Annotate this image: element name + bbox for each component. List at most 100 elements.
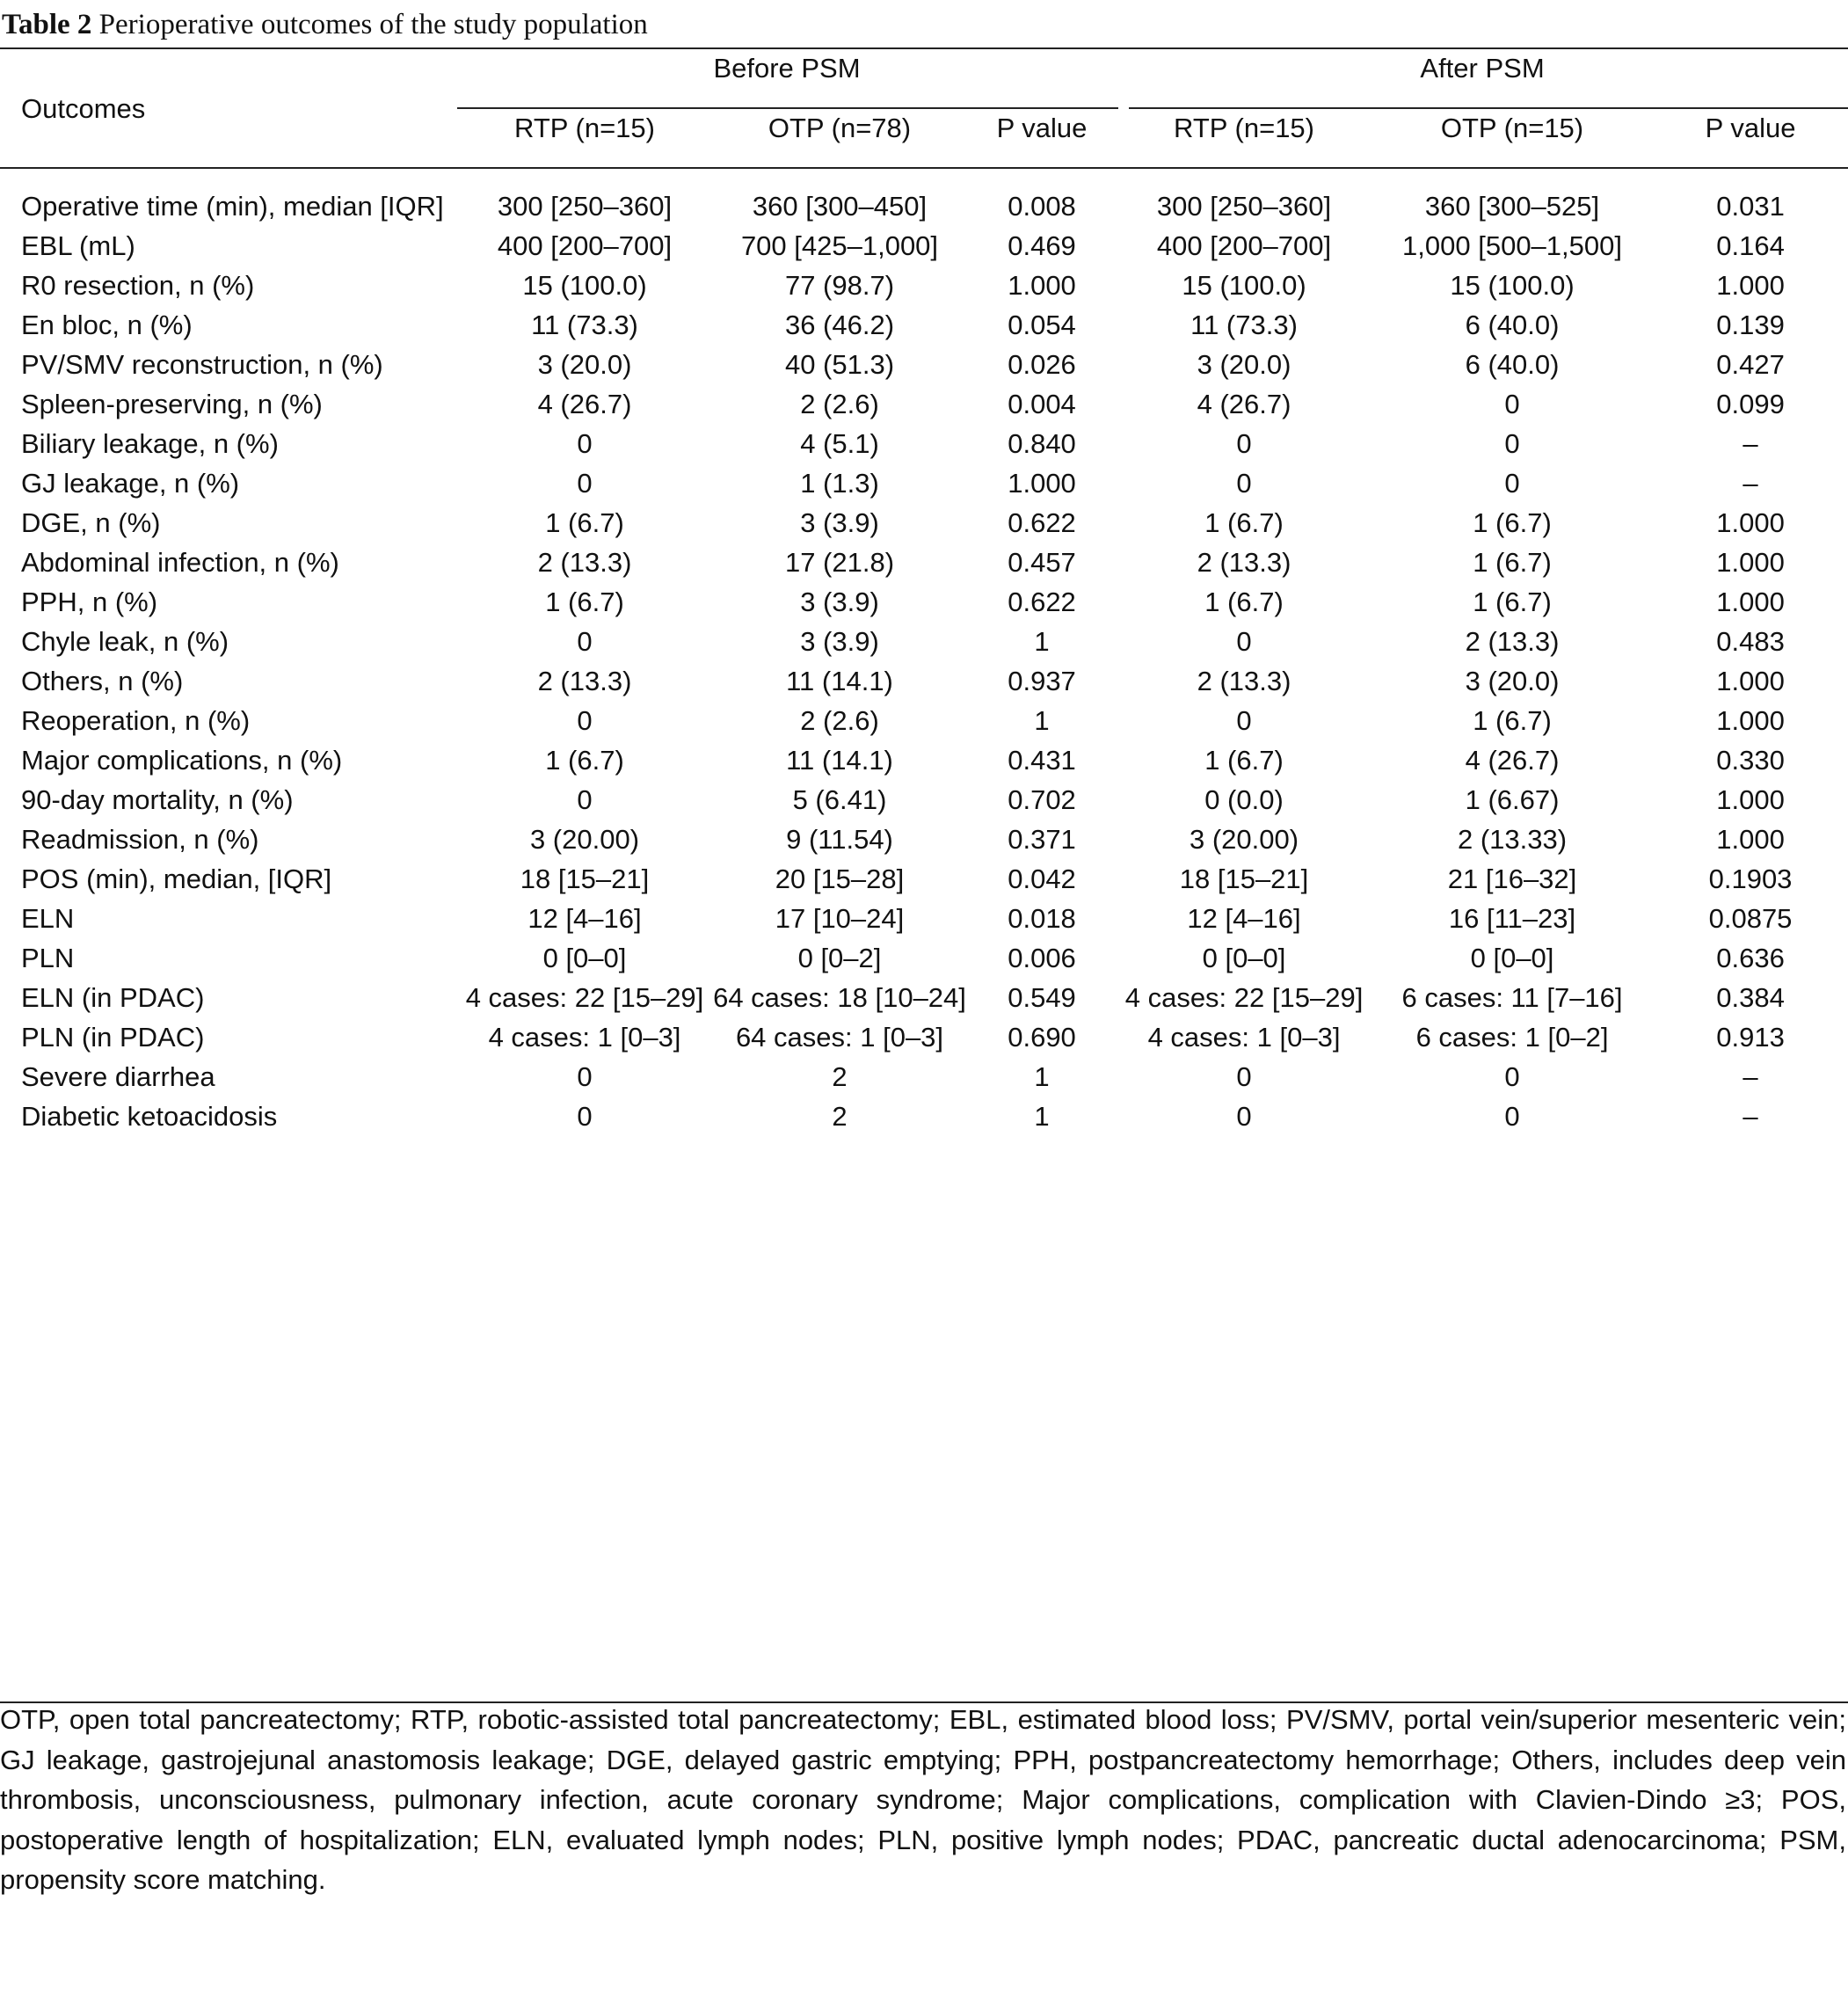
cell-after-p-value: – xyxy=(1743,468,1758,499)
cell-after-rtp: 0 (0.0) xyxy=(1204,784,1284,815)
cell-after-p-value: 1.000 xyxy=(1716,270,1785,301)
cell-before-rtp: 4 cases: 22 [15–29] xyxy=(465,982,704,1013)
header-outcomes: Outcomes xyxy=(21,93,146,124)
cell-before-otp: 11 (14.1) xyxy=(786,745,893,776)
cell-after-p-value: 1.000 xyxy=(1716,824,1785,855)
cell-before-p-value: 0.026 xyxy=(1008,349,1076,380)
cell-before-otp: 11 (14.1) xyxy=(786,666,893,696)
cell-after-rtp: 0 xyxy=(1236,626,1252,657)
cell-after-rtp: 4 cases: 1 [0–3] xyxy=(1147,1022,1341,1053)
cell-before-rtp: 3 (20.00) xyxy=(529,824,640,855)
table-row: R0 resection, n (%) 15 (100.0) 77 (98.7)… xyxy=(0,266,1848,305)
cell-before-otp: 2 xyxy=(832,1101,848,1132)
cell-before-rtp: 0 xyxy=(577,705,593,736)
cell-before-rtp: 12 [4–16] xyxy=(527,903,642,934)
cell-after-p-value: 1.000 xyxy=(1716,587,1785,617)
row-label: Operative time (min), median [IQR] xyxy=(21,191,444,222)
cell-after-rtp: 4 (26.7) xyxy=(1197,389,1291,419)
cell-before-otp: 3 (3.9) xyxy=(800,626,879,657)
cell-after-p-value: 0.031 xyxy=(1716,191,1785,222)
cell-after-rtp: 18 [15–21] xyxy=(1179,863,1309,894)
cell-before-rtp: 4 (26.7) xyxy=(537,389,632,419)
cell-before-p-value: 0.702 xyxy=(1008,784,1076,815)
cell-before-p-value: 0.622 xyxy=(1008,507,1076,538)
cell-before-rtp: 2 (13.3) xyxy=(537,547,632,578)
cell-after-p-value: – xyxy=(1743,1101,1758,1132)
header-after-otp: OTP (n=15) xyxy=(1440,113,1584,143)
row-label: POS (min), median, [IQR] xyxy=(21,863,332,894)
cell-after-otp: 1 (6.7) xyxy=(1473,547,1552,578)
header-before-rtp: RTP (n=15) xyxy=(514,113,655,143)
cell-before-otp: 0 [0–2] xyxy=(797,943,882,973)
cell-after-rtp: 0 xyxy=(1236,1101,1252,1132)
cell-before-p-value: 1.000 xyxy=(1008,270,1076,301)
cell-after-otp: 0 xyxy=(1504,428,1520,459)
cell-after-rtp: 300 [250–360] xyxy=(1156,191,1332,222)
header-after-rtp: RTP (n=15) xyxy=(1174,113,1314,143)
cell-after-p-value: 0.427 xyxy=(1716,349,1785,380)
cell-before-otp: 3 (3.9) xyxy=(800,507,879,538)
header-after-psm: After PSM xyxy=(1420,53,1545,84)
cell-after-rtp: 3 (20.00) xyxy=(1189,824,1299,855)
row-label: Major complications, n (%) xyxy=(21,745,343,776)
table-row: ELN 12 [4–16] 17 [10–24] 0.018 12 [4–16]… xyxy=(0,899,1848,938)
row-label: En bloc, n (%) xyxy=(21,310,193,340)
table-row: PLN (in PDAC) 4 cases: 1 [0–3] 64 cases:… xyxy=(0,1017,1848,1057)
cell-before-rtp: 0 xyxy=(577,1101,593,1132)
cell-before-otp: 3 (3.9) xyxy=(800,587,879,617)
cell-before-otp: 77 (98.7) xyxy=(784,270,895,301)
cell-after-otp: 6 (40.0) xyxy=(1465,310,1560,340)
row-label: ELN (in PDAC) xyxy=(21,982,205,1013)
cell-after-rtp: 0 xyxy=(1236,428,1252,459)
cell-before-rtp: 0 [0–0] xyxy=(542,943,627,973)
cell-after-otp: 1 (6.7) xyxy=(1473,705,1552,736)
cell-before-p-value: 0.469 xyxy=(1008,230,1076,261)
table-row: Severe diarrhea 0 2 1 0 0 – xyxy=(0,1057,1848,1097)
row-label: PV/SMV reconstruction, n (%) xyxy=(21,349,383,380)
row-label: PLN (in PDAC) xyxy=(21,1022,205,1053)
row-label: PLN xyxy=(21,943,75,973)
cell-before-rtp: 0 xyxy=(577,1061,593,1092)
header-before-p-value: P value xyxy=(996,113,1088,143)
cell-before-rtp: 18 [15–21] xyxy=(520,863,650,894)
table-row: Spleen-preserving, n (%) 4 (26.7) 2 (2.6… xyxy=(0,384,1848,424)
cell-before-rtp: 1 (6.7) xyxy=(545,507,624,538)
cell-before-otp: 360 [300–450] xyxy=(752,191,928,222)
header-after-p-value: P value xyxy=(1705,113,1796,143)
cell-after-otp: 0 xyxy=(1504,389,1520,419)
row-label: Others, n (%) xyxy=(21,666,184,696)
cell-before-p-value: 0.622 xyxy=(1008,587,1076,617)
row-label: 90-day mortality, n (%) xyxy=(21,784,294,815)
cell-after-rtp: 1 (6.7) xyxy=(1204,587,1284,617)
cell-before-otp: 17 [10–24] xyxy=(775,903,905,934)
table-row: GJ leakage, n (%) 0 1 (1.3) 1.000 0 0 – xyxy=(0,463,1848,503)
cell-after-otp: 0 xyxy=(1504,1101,1520,1132)
cell-before-otp: 36 (46.2) xyxy=(784,310,895,340)
cell-before-p-value: 0.457 xyxy=(1008,547,1076,578)
cell-after-otp: 6 cases: 11 [7–16] xyxy=(1401,982,1623,1013)
cell-before-p-value: 0.840 xyxy=(1008,428,1076,459)
cell-after-otp: 0 xyxy=(1504,1061,1520,1092)
row-label: Reoperation, n (%) xyxy=(21,705,251,736)
cell-after-p-value: 1.000 xyxy=(1716,547,1785,578)
table-row: Reoperation, n (%) 0 2 (2.6) 1 0 1 (6.7)… xyxy=(0,701,1848,740)
cell-after-otp: 1,000 [500–1,500] xyxy=(1402,230,1622,261)
cell-after-otp: 21 [16–32] xyxy=(1447,863,1577,894)
row-label: Biliary leakage, n (%) xyxy=(21,428,279,459)
cell-before-otp: 64 cases: 18 [10–24] xyxy=(713,982,966,1013)
cell-before-rtp: 15 (100.0) xyxy=(522,270,647,301)
table-row: POS (min), median, [IQR] 18 [15–21] 20 [… xyxy=(0,859,1848,899)
cell-before-p-value: 0.042 xyxy=(1008,863,1076,894)
row-label: Abdominal infection, n (%) xyxy=(21,547,339,578)
cell-after-rtp: 0 xyxy=(1236,468,1252,499)
table-row: Diabetic ketoacidosis 0 2 1 0 0 – xyxy=(0,1097,1848,1136)
cell-before-otp: 40 (51.3) xyxy=(784,349,895,380)
row-label: Severe diarrhea xyxy=(21,1061,215,1092)
cell-after-otp: 15 (100.0) xyxy=(1450,270,1575,301)
table-row: DGE, n (%) 1 (6.7) 3 (3.9) 0.622 1 (6.7)… xyxy=(0,503,1848,543)
header-row-columns: RTP (n=15) OTP (n=78) P value RTP (n=15)… xyxy=(0,108,1848,169)
cell-after-p-value: 0.0875 xyxy=(1708,903,1793,934)
cell-after-p-value: 0.384 xyxy=(1716,982,1785,1013)
before-psm-underline xyxy=(457,107,1118,109)
